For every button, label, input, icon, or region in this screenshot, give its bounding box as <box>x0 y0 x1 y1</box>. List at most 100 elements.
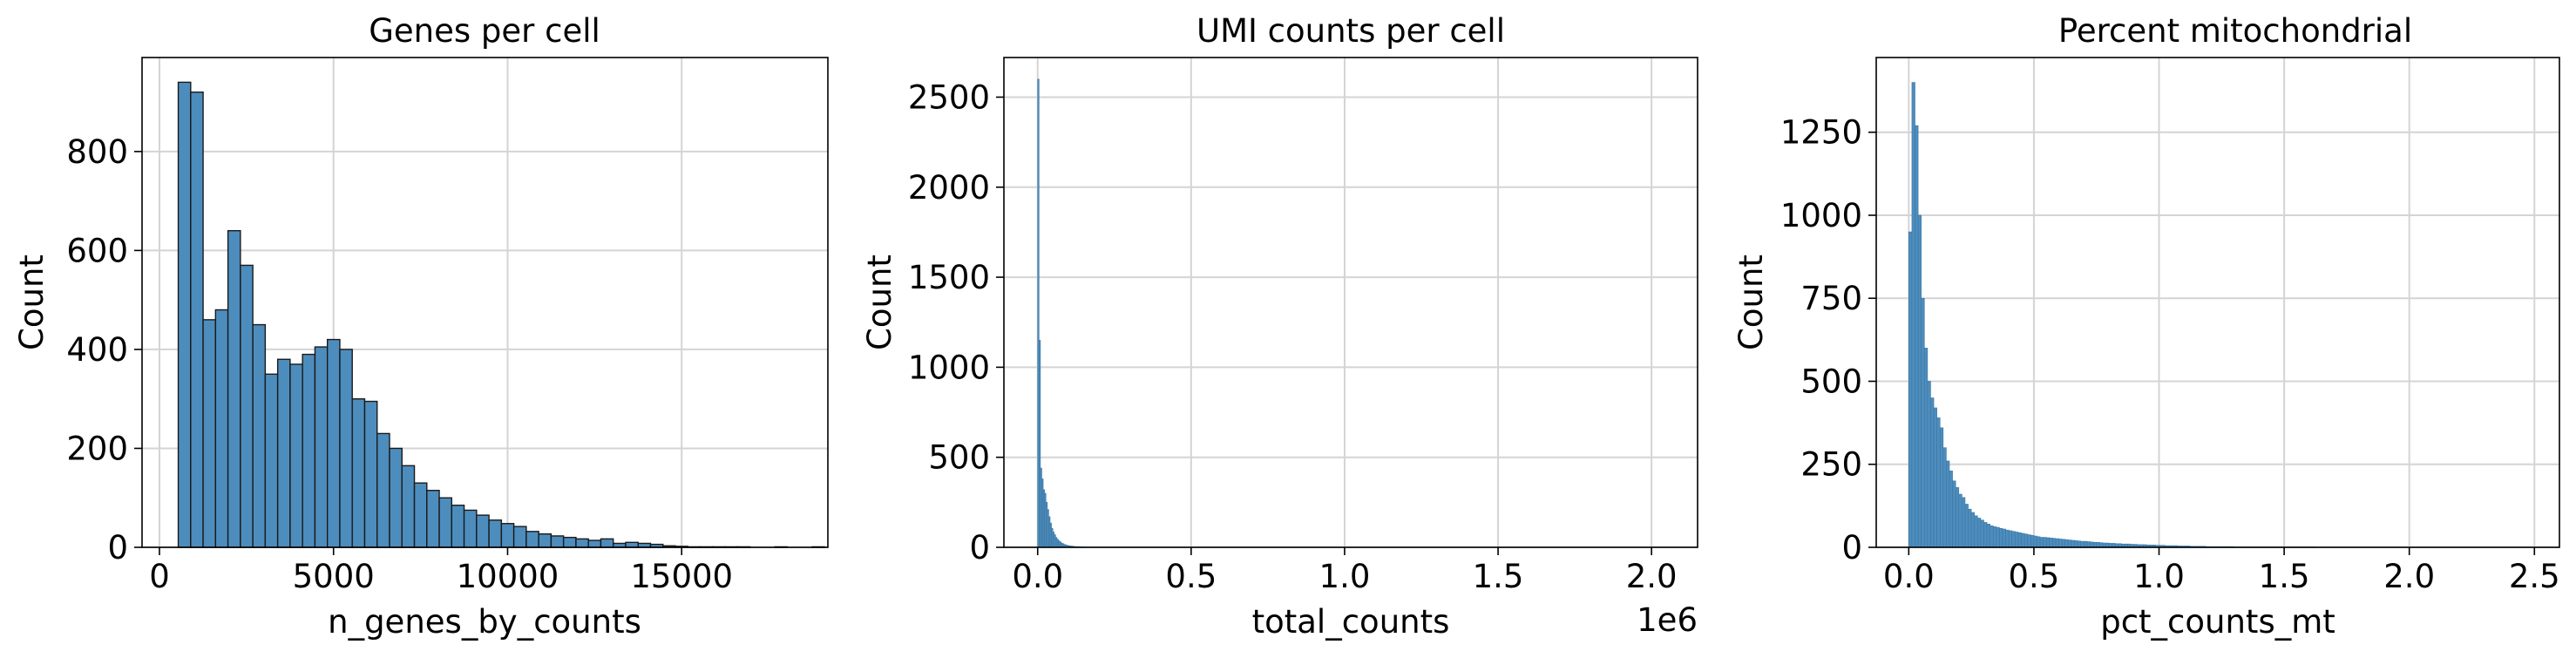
histogram-bar <box>1996 526 2000 548</box>
x-tick-label: 0.0 <box>1012 558 1063 595</box>
y-axis-label: Count <box>13 254 51 350</box>
y-tick-label: 200 <box>66 430 128 467</box>
histogram-bar <box>2074 540 2078 548</box>
histogram-bar <box>2017 532 2022 548</box>
histogram-bar <box>451 505 465 548</box>
x-axis-label: total_counts <box>1252 603 1450 641</box>
x-tick-label: 0.0 <box>1883 558 1935 595</box>
histogram-bar <box>600 538 614 548</box>
histogram-bar <box>562 536 577 548</box>
histogram-bar <box>1946 460 1950 548</box>
histogram-bar <box>2002 528 2006 548</box>
x-tick-label: 1.0 <box>1319 558 1371 595</box>
x-axis-label: n_genes_by_counts <box>328 603 641 641</box>
histogram-bar <box>587 539 602 548</box>
histogram-bar <box>2064 539 2069 548</box>
histogram-bar <box>550 535 565 548</box>
percent-mito-panel: Percent mitochondrial 0.0 0.5 1.0 1.5 2.0 2.5… <box>1732 12 2560 641</box>
histogram-bar <box>276 358 291 548</box>
histogram-bar <box>2099 542 2104 548</box>
histogram-bar <box>1992 526 1997 548</box>
histogram-bar <box>202 319 217 548</box>
histogram-bar <box>2015 532 2019 548</box>
histogram-bar <box>1952 480 1956 548</box>
histogram-bar <box>2039 537 2044 548</box>
genes-per-cell-panel: Genes per cell 0 5000 10000 15000 0 200 400 600… <box>13 12 829 641</box>
y-tick-label: 250 <box>1800 446 1862 484</box>
histogram-bar <box>240 264 254 548</box>
ticks: 0 5000 10000 15000 0 200 400 600 800 <box>66 133 733 595</box>
bars <box>1037 78 1122 548</box>
x-tick-label: 10000 <box>457 558 559 595</box>
histogram-bar <box>2008 530 2013 548</box>
histogram-bar <box>2045 537 2051 548</box>
y-tick-label: 2500 <box>908 78 990 116</box>
x-axis-offset-label: 1e6 <box>1637 601 1698 639</box>
histogram-bar <box>2090 541 2094 548</box>
histogram-bar <box>2068 539 2072 548</box>
histogram-bar <box>302 353 316 548</box>
histogram-bar <box>2005 529 2010 548</box>
x-tick-label: 5000 <box>293 558 375 595</box>
panel-title: Genes per cell <box>369 12 600 50</box>
y-tick-label: 1500 <box>908 259 990 296</box>
y-tick-label: 1250 <box>1780 114 1862 152</box>
histogram-bar <box>339 349 353 548</box>
grid-lines <box>1004 58 1698 548</box>
histogram-bar <box>376 432 390 548</box>
x-tick-label: 1.5 <box>2259 558 2310 595</box>
histogram-bar <box>1968 508 1972 548</box>
histogram-bar <box>1939 427 1944 548</box>
axes-frame <box>141 57 829 548</box>
x-tick-label: 0.5 <box>2009 558 2060 595</box>
histogram-bar <box>2021 533 2025 548</box>
histogram-bar <box>2033 535 2037 548</box>
histogram-bar <box>2092 541 2098 548</box>
y-tick-label: 0 <box>969 529 990 566</box>
histogram-bar <box>575 538 589 548</box>
histogram-bar <box>177 81 192 548</box>
histogram-bar <box>538 533 552 548</box>
ticks: 0.0 0.5 1.0 1.5 2.0 0 500 1000 1500 2000 2500 <box>908 78 1678 595</box>
y-tick-label: 500 <box>928 439 990 477</box>
histogram-bar <box>1970 512 1976 548</box>
histogram-bar <box>625 541 639 548</box>
histogram-bar <box>1927 381 1931 548</box>
ticks: 0.0 0.5 1.0 1.5 2.0 2.5 0 250 500 750 1000 1250 <box>1780 114 2560 595</box>
y-axis-label: Count <box>861 254 898 350</box>
umi-counts-panel: UMI counts per cell 0.0 0.5 1.0 1.5 2.0 0 500 1… <box>861 12 1698 641</box>
histogram-bar <box>1915 125 1919 548</box>
histogram-bar <box>2086 541 2091 548</box>
histogram-bar <box>1933 407 1937 548</box>
histogram-bar <box>2037 536 2041 548</box>
histogram-bar <box>401 465 416 548</box>
x-tick-label: 0 <box>149 558 170 595</box>
histogram-bar <box>1974 515 1978 548</box>
axes-frame <box>1003 57 1698 548</box>
histogram-bar <box>476 514 490 548</box>
histogram-bar <box>1908 231 1913 548</box>
histogram-bar <box>351 397 366 548</box>
histogram-bar <box>1977 518 1982 548</box>
histogram-bar <box>488 519 503 548</box>
x-tick-label: 2.5 <box>2509 558 2560 595</box>
histogram-bar <box>2061 539 2066 548</box>
histogram-bar <box>463 509 478 548</box>
histogram-bar <box>1999 527 2003 548</box>
histogram-bar <box>2084 540 2088 548</box>
histogram-bar <box>1921 297 1925 548</box>
y-tick-label: 0 <box>1841 529 1862 566</box>
histogram-bar <box>2096 541 2100 548</box>
y-tick-label: 750 <box>1800 280 1862 317</box>
histogram-bar <box>2052 538 2057 548</box>
histogram-bar <box>1930 397 1935 548</box>
histogram-bar <box>2027 534 2031 548</box>
histogram-bar <box>2043 537 2047 548</box>
panel-title: Percent mitochondrial <box>2058 12 2412 50</box>
histogram-bar <box>1936 417 1941 548</box>
histogram-bar <box>2080 540 2085 548</box>
grid-lines <box>1876 58 2559 548</box>
histogram-bar <box>2077 540 2082 548</box>
histogram-bar <box>2024 533 2029 548</box>
